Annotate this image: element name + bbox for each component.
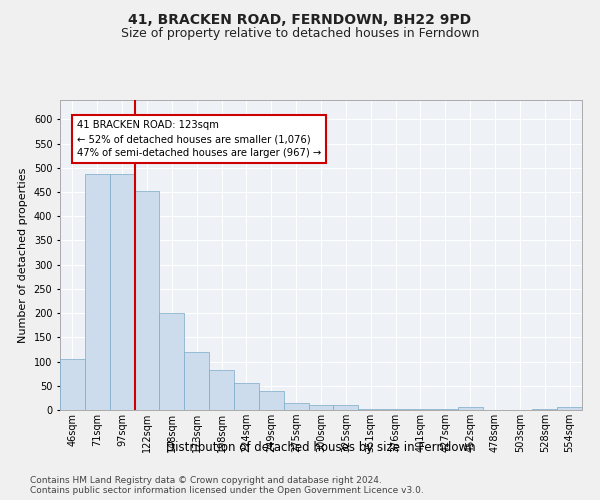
- Bar: [209, 370, 234, 410]
- Bar: [60, 359, 85, 410]
- Text: Distribution of detached houses by size in Ferndown: Distribution of detached houses by size …: [166, 441, 476, 454]
- Text: 41 BRACKEN ROAD: 123sqm
← 52% of detached houses are smaller (1,076)
47% of semi: 41 BRACKEN ROAD: 123sqm ← 52% of detache…: [77, 120, 321, 158]
- Bar: [433, 409, 458, 410]
- Bar: [160, 313, 184, 410]
- Bar: [532, 409, 557, 410]
- Text: Size of property relative to detached houses in Ferndown: Size of property relative to detached ho…: [121, 28, 479, 40]
- Bar: [358, 408, 383, 410]
- Bar: [234, 383, 259, 410]
- Bar: [334, 404, 358, 410]
- Bar: [408, 409, 433, 410]
- Bar: [458, 407, 482, 410]
- Bar: [557, 407, 582, 410]
- Bar: [284, 402, 308, 410]
- Bar: [85, 174, 110, 410]
- Bar: [184, 352, 209, 410]
- Bar: [134, 190, 160, 410]
- Bar: [383, 409, 408, 410]
- Bar: [259, 390, 284, 410]
- Bar: [308, 405, 334, 410]
- Y-axis label: Number of detached properties: Number of detached properties: [18, 168, 28, 342]
- Text: Contains HM Land Registry data © Crown copyright and database right 2024.
Contai: Contains HM Land Registry data © Crown c…: [30, 476, 424, 495]
- Bar: [110, 174, 134, 410]
- Text: 41, BRACKEN ROAD, FERNDOWN, BH22 9PD: 41, BRACKEN ROAD, FERNDOWN, BH22 9PD: [128, 12, 472, 26]
